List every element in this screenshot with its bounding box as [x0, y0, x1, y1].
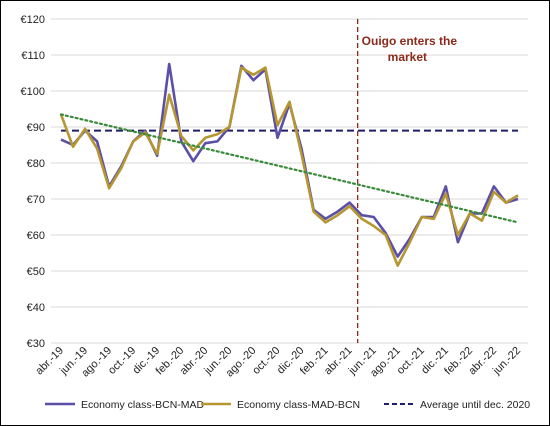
y-tick-label: €110 [21, 50, 45, 62]
y-tick-label: €70 [27, 194, 45, 206]
legend-label: Average until dec. 2020 [420, 399, 530, 411]
series-layer [59, 62, 520, 267]
x-axis-tick-labels: abr.-19jun.-19ago.-19oct.-19dic.-19feb.-… [33, 345, 523, 380]
gridlines [51, 18, 528, 344]
y-tick-label: €80 [27, 158, 45, 170]
y-axis-tick-labels: €30 €40 €50 €60 €70 €80 €90 €100 €110 €120 [21, 14, 45, 350]
annotation-text: Ouigo enters the [362, 34, 458, 48]
annotation-layer: Ouigo enters the market [362, 34, 458, 64]
y-tick-label: €60 [27, 230, 45, 242]
legend: Economy class-BCN-MAD Economy class-MAD-B… [45, 399, 530, 411]
y-tick-label: €120 [21, 14, 45, 26]
trendline [59, 113, 520, 224]
series-line-0 [60, 62, 519, 258]
y-tick-label: €50 [27, 266, 45, 278]
series-line-1 [59, 66, 519, 267]
legend-label: Economy class-BCN-MAD [81, 399, 205, 411]
annotation-text: market [388, 50, 427, 64]
y-tick-label: €30 [27, 338, 45, 350]
y-tick-label: €40 [27, 302, 45, 314]
y-tick-label: €90 [27, 122, 45, 134]
y-tick-label: €100 [21, 86, 45, 98]
legend-label: Economy class-MAD-BCN [237, 399, 360, 411]
